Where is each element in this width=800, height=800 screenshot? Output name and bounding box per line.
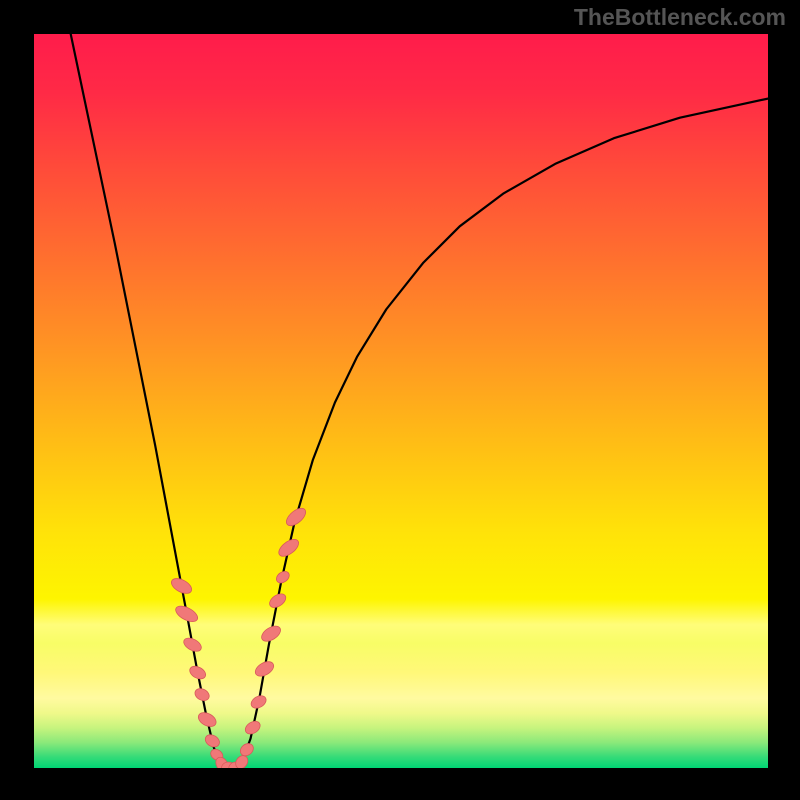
chart-root: TheBottleneck.com [0, 0, 800, 800]
watermark-label: TheBottleneck.com [574, 4, 786, 31]
plot-gradient-background [34, 34, 768, 768]
bottleneck-curve-svg [0, 0, 800, 800]
